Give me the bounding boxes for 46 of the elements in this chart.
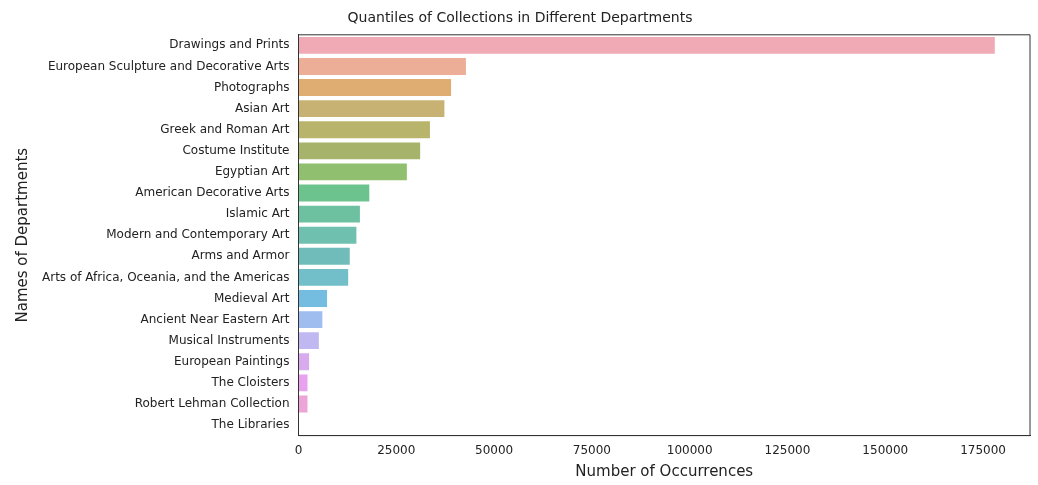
- bar: [298, 226, 357, 244]
- x-tick-label: 0: [294, 442, 303, 457]
- x-tick-label: 175000: [960, 442, 1006, 457]
- bar: [298, 205, 360, 223]
- y-tick-label: The Libraries: [210, 417, 290, 432]
- y-tick-label: Modern and Contemporary Art: [106, 227, 290, 242]
- x-tick-label: 25000: [377, 442, 416, 457]
- x-tick-label: 100000: [666, 442, 713, 457]
- bar: [298, 58, 466, 75]
- y-tick-label: Asian Art: [235, 100, 290, 115]
- bar: [298, 163, 407, 181]
- y-tick-label: European Sculpture and Decorative Arts: [47, 58, 290, 73]
- y-tick-label: Islamic Art: [225, 206, 290, 221]
- y-tick-label: Arts of Africa, Oceania, and the Americas: [42, 269, 290, 284]
- bar: [298, 142, 421, 160]
- y-tick-label: Egyptian Art: [214, 164, 290, 179]
- y-tick-label: Greek and Roman Art: [160, 121, 290, 136]
- x-tick-label: 150000: [862, 442, 909, 457]
- y-tick-label: Medieval Art: [213, 290, 290, 305]
- y-tick-label: Costume Institute: [182, 142, 290, 157]
- bar: [298, 247, 350, 265]
- bar: [298, 290, 328, 307]
- y-tick-label: Ancient Near Eastern Art: [140, 311, 290, 326]
- bar: [298, 121, 430, 139]
- bar: [298, 184, 370, 202]
- bar: [298, 100, 445, 118]
- x-tick-label: 75000: [572, 442, 611, 457]
- y-tick-label: Arms and Armor: [191, 248, 290, 263]
- y-axis-title: Names of Departments: [12, 147, 31, 323]
- x-tick-label: 125000: [764, 442, 811, 457]
- x-tick-label: 50000: [474, 442, 514, 457]
- chart-title: Quantiles of Collections in Different Departments: [347, 9, 693, 26]
- y-tick-label: Photographs: [213, 79, 290, 94]
- bar: [298, 36, 995, 54]
- bar: [298, 311, 323, 329]
- bar: [298, 332, 319, 350]
- y-tick-label: The Cloisters: [210, 374, 290, 389]
- y-tick-label: Robert Lehman Collection: [134, 396, 290, 411]
- y-tick-label: Musical Instruments: [168, 332, 290, 347]
- y-tick-label: European Paintings: [174, 353, 290, 368]
- bar: [298, 353, 310, 371]
- bar: [298, 79, 452, 96]
- y-tick-label: American Decorative Arts: [135, 185, 290, 200]
- y-tick-label: Drawings and Prints: [169, 37, 290, 52]
- bar: [298, 268, 349, 286]
- x-axis-title: Number of Occurrences: [575, 461, 754, 480]
